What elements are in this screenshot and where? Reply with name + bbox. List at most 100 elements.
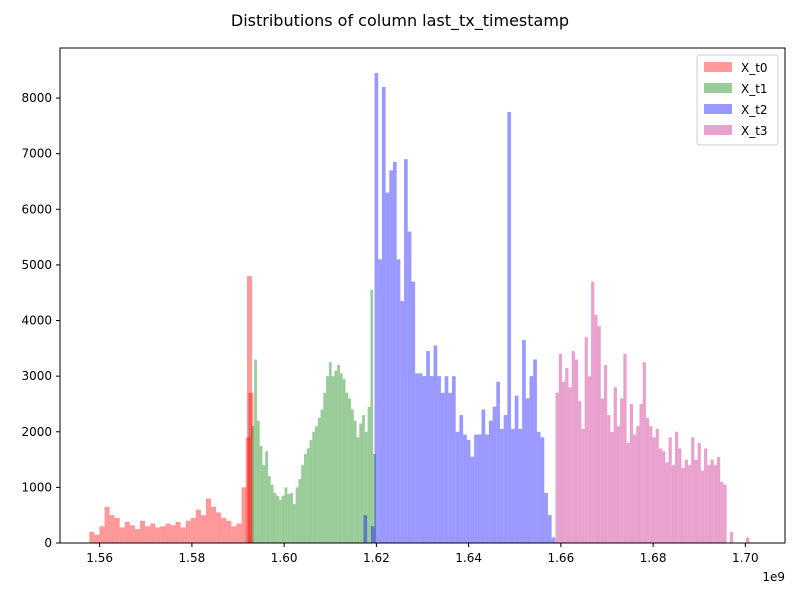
bar-X_t1-24 <box>317 417 321 543</box>
bar-X_t2-8 <box>396 259 401 543</box>
bar-X_t3-6 <box>574 359 579 543</box>
y-tick-label: 8000 <box>21 91 52 105</box>
x-tick-label: 1.56 <box>86 551 113 565</box>
legend-swatch-X_t0 <box>704 62 732 72</box>
bar-X_t2-37 <box>503 415 508 543</box>
bar-X_t0-26 <box>221 517 227 543</box>
bar-X_t2-49 <box>547 515 552 543</box>
bar-X_t3-42 <box>691 437 695 543</box>
bar-X_t3-16 <box>607 415 611 543</box>
bar-X_t1-35 <box>348 398 352 543</box>
bar-X_t1-41 <box>364 431 368 543</box>
bar-X_t1-43 <box>370 289 374 543</box>
x-tick-label: 1.66 <box>547 551 574 565</box>
bar-X_t2-30 <box>477 434 482 543</box>
bar-X_t3-41 <box>687 465 692 543</box>
y-tick-label: 2000 <box>21 425 52 439</box>
bar-X_t0-32 <box>247 276 253 543</box>
bar-X_t2-26 <box>463 434 467 543</box>
bar-X_t3-0 <box>555 392 559 543</box>
bar-X_t3-29 <box>649 426 653 543</box>
bar-X_t1-36 <box>351 409 354 543</box>
bar-X_t3-53 <box>729 531 734 543</box>
plot-bars <box>89 73 750 544</box>
bar-X_t0-21 <box>195 509 201 543</box>
bar-X_t2-27 <box>466 440 471 543</box>
bar-X_t0-30 <box>241 487 247 543</box>
bar-X_t2-6 <box>389 170 393 544</box>
bar-X_t3-35 <box>668 437 672 543</box>
bar-X_t3-45 <box>700 470 705 543</box>
bar-X_t2-50 <box>551 537 556 543</box>
bar-X_t3-19 <box>616 426 621 543</box>
y-tick-label: 1000 <box>21 480 52 494</box>
series-X_t0 <box>89 276 254 543</box>
bar-X_t3-40 <box>684 459 688 543</box>
bar-X_t2-31 <box>481 409 486 543</box>
bar-X_t2-2 <box>374 73 379 543</box>
bar-X_t1-42 <box>367 406 371 543</box>
bar-X_t3-44 <box>697 442 701 543</box>
bar-X_t0-27 <box>226 520 232 543</box>
series-X_t1 <box>251 289 376 543</box>
bar-X_t2-9 <box>400 301 405 543</box>
bar-X_t0-11 <box>145 526 151 543</box>
bar-X_t3-38 <box>678 448 682 543</box>
bar-X_t1-1 <box>254 359 257 543</box>
legend-label-X_t3: X_t3 <box>741 124 768 138</box>
bar-X_t2-46 <box>536 431 541 543</box>
bar-X_t1-22 <box>312 431 316 543</box>
bar-X_t1-33 <box>342 378 346 543</box>
y-axis: 0 1000 2000 3000 4000 5000 6000 7000 8000 <box>21 91 60 550</box>
bar-X_t3-48 <box>710 459 714 543</box>
bar-X_t3-3 <box>565 367 569 543</box>
bar-X_t3-50 <box>716 456 721 543</box>
bar-X_t2-42 <box>522 339 526 543</box>
bar-X_t0-24 <box>211 506 217 543</box>
bar-X_t3-31 <box>655 428 659 543</box>
bar-X_t1-17 <box>298 479 302 543</box>
legend-swatch-X_t3 <box>704 125 732 135</box>
bar-X_t1-38 <box>356 437 360 543</box>
bar-X_t0-1 <box>94 534 100 543</box>
bar-X_t1-21 <box>309 440 313 543</box>
bar-X_t3-21 <box>623 353 627 543</box>
bar-X_t2-24 <box>455 431 460 543</box>
bar-X_t1-14 <box>290 492 293 543</box>
bar-X_t1-44 <box>373 454 376 543</box>
bar-X_t0-15 <box>165 523 171 543</box>
bar-X_t3-33 <box>662 451 666 543</box>
bar-X_t2-32 <box>485 434 489 543</box>
bar-X_t1-32 <box>339 373 343 543</box>
legend: X_t0 X_t1 X_t2 X_t3 <box>696 54 779 146</box>
bar-X_t3-25 <box>636 426 640 543</box>
bar-X_t0-7 <box>124 521 130 543</box>
bar-X_t1-6 <box>268 476 271 543</box>
bar-X_t3-7 <box>578 401 582 543</box>
y-tick-label: 0 <box>44 536 52 550</box>
bar-X_t2-39 <box>511 428 515 543</box>
bar-X_t2-14 <box>418 373 423 543</box>
bar-X_t1-15 <box>292 504 296 543</box>
bar-X_t1-40 <box>362 415 365 543</box>
bar-X_t3-13 <box>597 326 601 543</box>
legend-frame <box>696 54 779 146</box>
bar-X_t3-22 <box>626 442 630 543</box>
bar-X_t0-33 <box>248 392 254 543</box>
bar-X_t1-3 <box>259 445 263 543</box>
bar-X_t0-2 <box>99 526 105 543</box>
bar-X_t3-5 <box>571 351 575 543</box>
bar-X_t1-7 <box>270 484 274 543</box>
bar-X_t2-16 <box>426 351 430 543</box>
bar-X_t1-23 <box>315 426 318 543</box>
bar-X_t2-41 <box>518 428 523 543</box>
legend-swatch-X_t2 <box>704 104 732 114</box>
bar-X_t3-34 <box>665 462 669 543</box>
y-tick-label: 7000 <box>21 147 52 161</box>
bar-X_t2-22 <box>448 392 453 543</box>
bar-X_t1-29 <box>331 376 335 543</box>
bar-X_t3-47 <box>707 465 711 543</box>
bar-X_t1-4 <box>262 465 266 543</box>
bar-X_t3-30 <box>652 437 656 543</box>
